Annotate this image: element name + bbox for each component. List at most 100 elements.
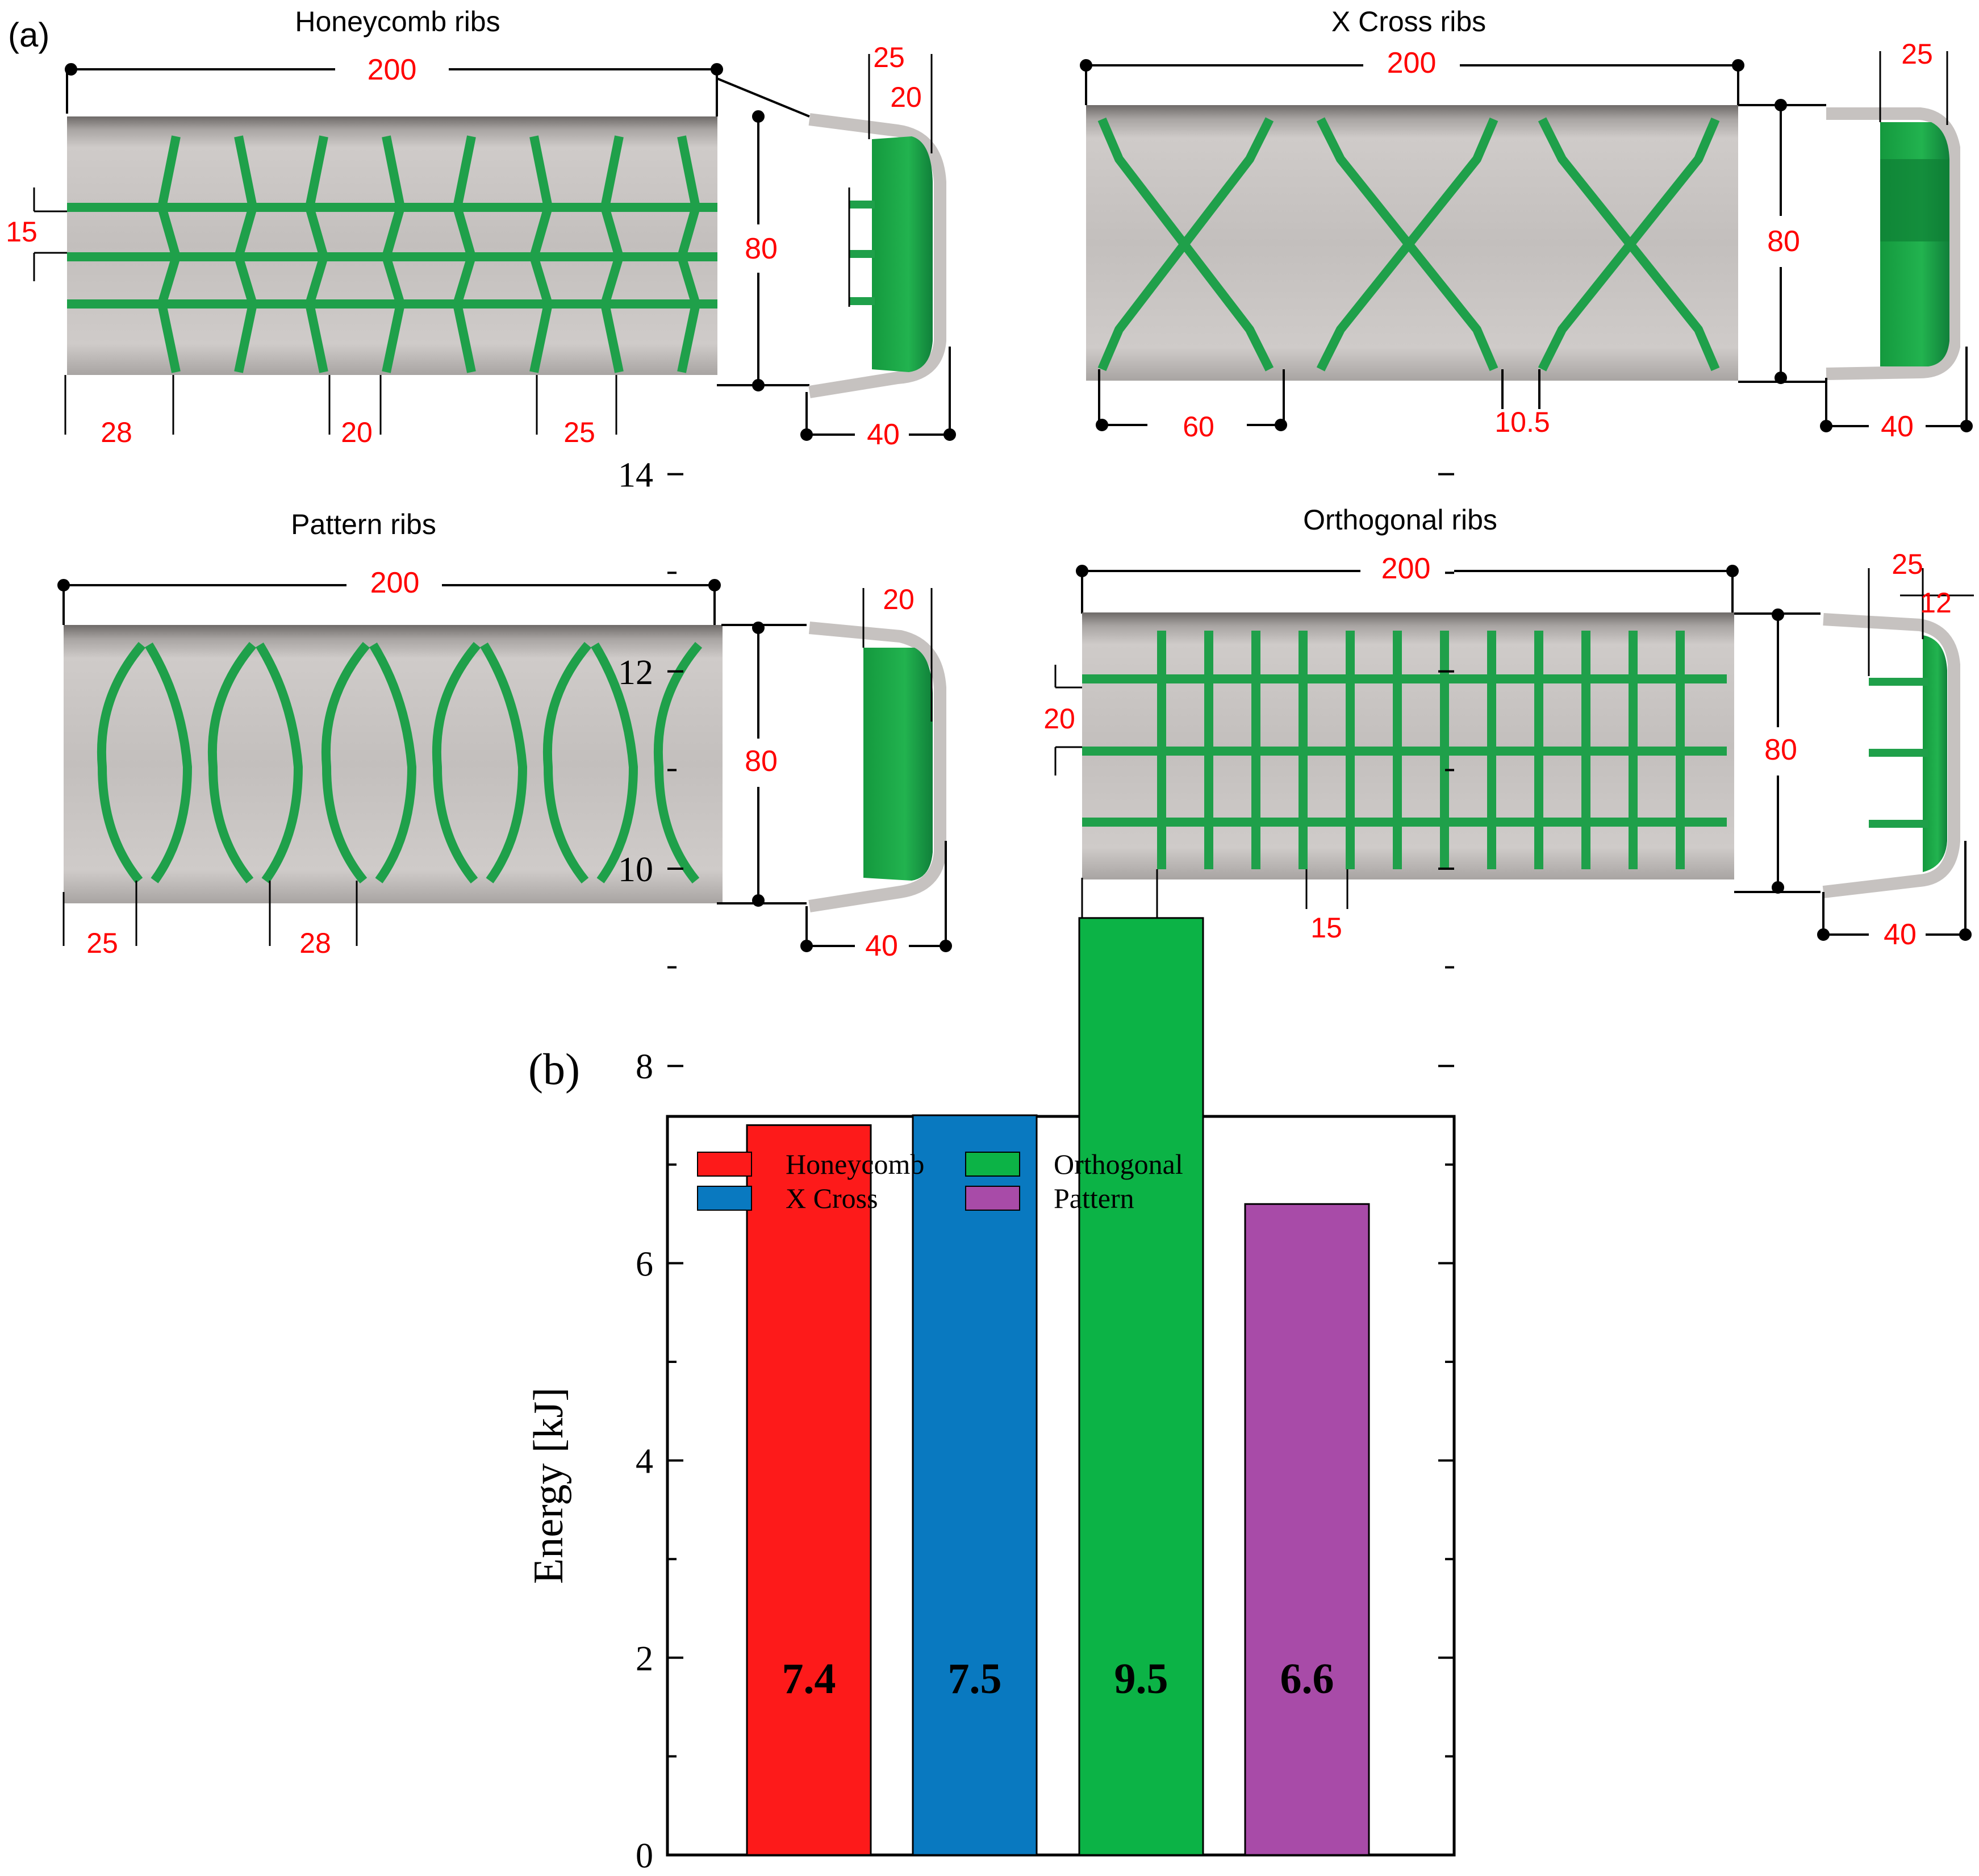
pattern-depth: 40: [865, 929, 898, 962]
pattern-section-rib: [863, 648, 933, 881]
legend-swatch: [697, 1152, 752, 1177]
pattern-length-dim: [57, 579, 721, 625]
legend-label: X Cross: [786, 1182, 878, 1214]
orthogonal-spacing-dim: [1054, 665, 1082, 776]
orthogonal-rib-inner: 12: [1920, 587, 1952, 619]
orthogonal-section-stubs: [1869, 678, 1928, 828]
xcross-height: 80: [1767, 225, 1800, 258]
bar-orthogonal: [1078, 917, 1204, 1856]
honeycomb-height: 80: [745, 232, 778, 265]
bar-x-cross: [912, 1114, 1038, 1856]
panel-b-label: (b): [528, 1044, 580, 1094]
orthogonal-section-rib: [1923, 635, 1947, 872]
honeycomb-bottom-dim-2: 20: [341, 416, 373, 448]
xcross-rib-dims: [1879, 51, 1948, 125]
pattern-rib-top: 20: [883, 583, 915, 615]
orthogonal-panel: Orthogonal ribs 200 20: [1043, 504, 1974, 951]
orthogonal-length-dim: [1076, 565, 1739, 614]
xcross-height-dim: [1738, 99, 1826, 384]
pattern-ribs: [97, 641, 703, 884]
honeycomb-depth-dim: [800, 347, 956, 441]
xcross-section-rib: [1880, 122, 1949, 366]
pattern-length: 200: [370, 566, 420, 599]
honeycomb-spacing: 15: [6, 216, 37, 248]
y-tick-label: 8: [636, 1048, 653, 1086]
legend-label: Pattern: [1054, 1182, 1134, 1214]
xcross-depth-dim: [1820, 347, 1973, 432]
honeycomb-rib-top: 25: [873, 41, 905, 73]
pattern-height: 80: [745, 745, 778, 778]
pattern-height-dim: [717, 622, 807, 907]
legend-swatch: [697, 1186, 752, 1211]
honeycomb-section-stubs: [849, 201, 875, 305]
orthogonal-tube: [1082, 612, 1734, 879]
orthogonal-horizontal-ribs: [1082, 674, 1727, 827]
y-tick-label: 2: [636, 1640, 653, 1678]
legend-label: Orthogonal: [1054, 1148, 1183, 1180]
legend: Honeycomb Orthogonal X Cross Pattern: [697, 1148, 1183, 1214]
orthogonal-rib-dims: [1868, 568, 1974, 676]
xcross-bottom-dim-1: 60: [1183, 411, 1214, 443]
xcross-bottom-dims: [1096, 369, 1540, 431]
legend-label: Honeycomb: [786, 1148, 924, 1180]
pattern-section-shell: [808, 622, 946, 912]
pattern-bottom-dims: [62, 881, 358, 946]
honeycomb-bottom-dim-3: 25: [563, 416, 595, 448]
orthogonal-depth-dim: [1817, 841, 1972, 941]
orthogonal-height: 80: [1764, 733, 1797, 766]
pattern-bottom-dim-1: 25: [86, 927, 118, 959]
orthogonal-rib-top: 25: [1892, 548, 1923, 580]
y-tick-label: 12: [618, 653, 653, 692]
y-tick-label: 4: [636, 1443, 653, 1481]
honeycomb-length: 200: [368, 53, 417, 86]
bar-pattern: [1244, 1203, 1370, 1856]
bar-value-label: 9.5: [1114, 1655, 1168, 1703]
honeycomb-rib-inner: 20: [890, 81, 922, 113]
xcross-bottom-dim-2: 10.5: [1494, 406, 1550, 438]
y-tick-label: 6: [636, 1245, 653, 1283]
xcross-ribs: [1097, 117, 1720, 372]
bars: [746, 917, 1370, 1856]
pattern-rib-dims: [862, 588, 933, 722]
xcross-panel: X Cross ribs 200 80 25: [1080, 6, 1973, 443]
bar-value-labels: 7.4 7.5 9.5 6.6: [782, 1655, 1334, 1703]
orthogonal-bottom-dim-2: 15: [1310, 912, 1342, 944]
xcross-section-shade: [1880, 159, 1949, 241]
y-axis-label: Energy [kJ]: [525, 1387, 572, 1584]
bar-value-label: 6.6: [1280, 1655, 1334, 1703]
bar-honeycomb: [746, 1124, 872, 1856]
honeycomb-bottom-dims: [64, 375, 617, 435]
honeycomb-rib-dims: [848, 54, 933, 307]
orthogonal-height-dim: [1734, 608, 1821, 894]
xcross-rib-top: 25: [1901, 38, 1933, 70]
legend-swatch: [965, 1152, 1020, 1177]
y-axis-ticks: 0 2 4 6 8 10 12 14: [618, 456, 1454, 1875]
orthogonal-depth: 40: [1884, 918, 1917, 951]
bar-value-label: 7.4: [782, 1655, 836, 1703]
orthogonal-title: Orthogonal ribs: [1303, 504, 1497, 536]
honeycomb-spacing-dim: [33, 187, 67, 281]
y-tick-label: 0: [636, 1837, 653, 1875]
energy-bar-chart: 0 2 4 6 8 10 12 14 7.4 7.5 9.5 6.6 Energy [kJ] Hon…: [525, 456, 1456, 1875]
pattern-depth-dim: [800, 841, 952, 952]
plot-frame: [666, 1115, 1456, 1857]
xcross-depth: 40: [1881, 410, 1914, 443]
xcross-title: X Cross ribs: [1331, 6, 1486, 37]
bar-value-label: 7.5: [948, 1655, 1002, 1703]
honeycomb-panel: Honeycomb ribs 200: [6, 6, 956, 451]
orthogonal-length: 200: [1381, 552, 1431, 585]
y-tick-label: 10: [618, 851, 653, 889]
honeycomb-title: Honeycomb ribs: [295, 6, 500, 37]
honeycomb-bottom-dim-1: 28: [101, 416, 132, 448]
pattern-panel: Pattern ribs 200 80: [57, 508, 952, 962]
honeycomb-length-dim: [65, 63, 723, 114]
honeycomb-depth: 40: [867, 418, 900, 451]
xcross-section-shell: [1826, 107, 1960, 380]
orthogonal-section-shell: [1822, 613, 1960, 898]
orthogonal-vertical-ribs: [1157, 631, 1685, 869]
orthogonal-spacing: 20: [1043, 703, 1075, 735]
y-tick-label: 14: [618, 456, 653, 495]
xcross-length: 200: [1387, 47, 1437, 80]
honeycomb-height-dim: [716, 77, 810, 391]
